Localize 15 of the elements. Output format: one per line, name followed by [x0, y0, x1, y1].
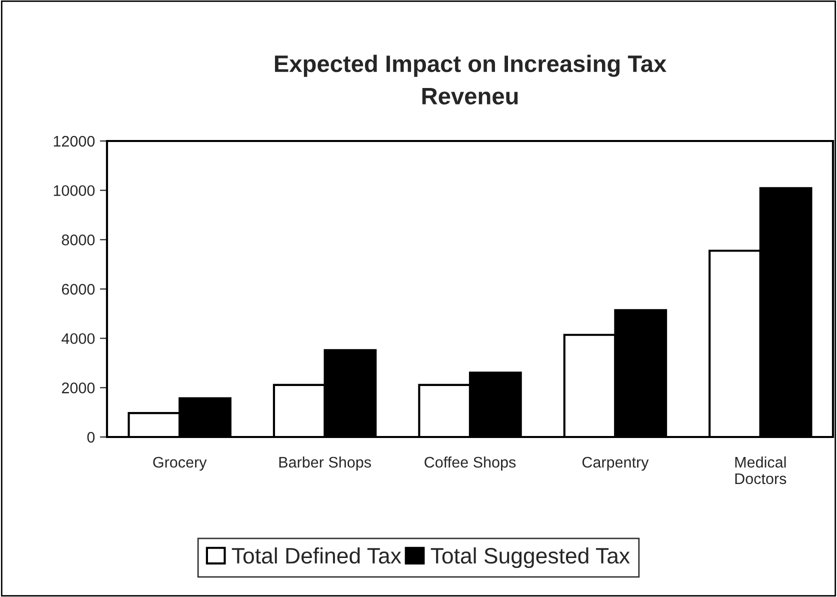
y-tick-label: 2000	[62, 382, 95, 394]
y-tick-label: 6000	[62, 284, 95, 295]
y-tick-label: 0	[87, 432, 95, 443]
x-tick-label: Grocery	[153, 456, 207, 471]
x-tick-label: Barber Shops	[279, 456, 371, 471]
y-tick-label: 12000	[54, 136, 95, 147]
x-tick-label: Medical Doctors	[735, 456, 786, 484]
x-tick-label: Coffee Shops	[424, 456, 516, 471]
chart-title: Expected Impact on Increasing Tax Reveneu	[274, 54, 666, 105]
y-tick-label: 10000	[54, 185, 95, 196]
y-tick-label: 8000	[62, 234, 95, 246]
legend-label: Total Suggested Tax	[430, 547, 630, 568]
x-tick-label: Carpentry	[582, 456, 649, 471]
legend-label: Total Defined Tax	[232, 547, 402, 564]
y-tick-label: 4000	[62, 333, 95, 344]
